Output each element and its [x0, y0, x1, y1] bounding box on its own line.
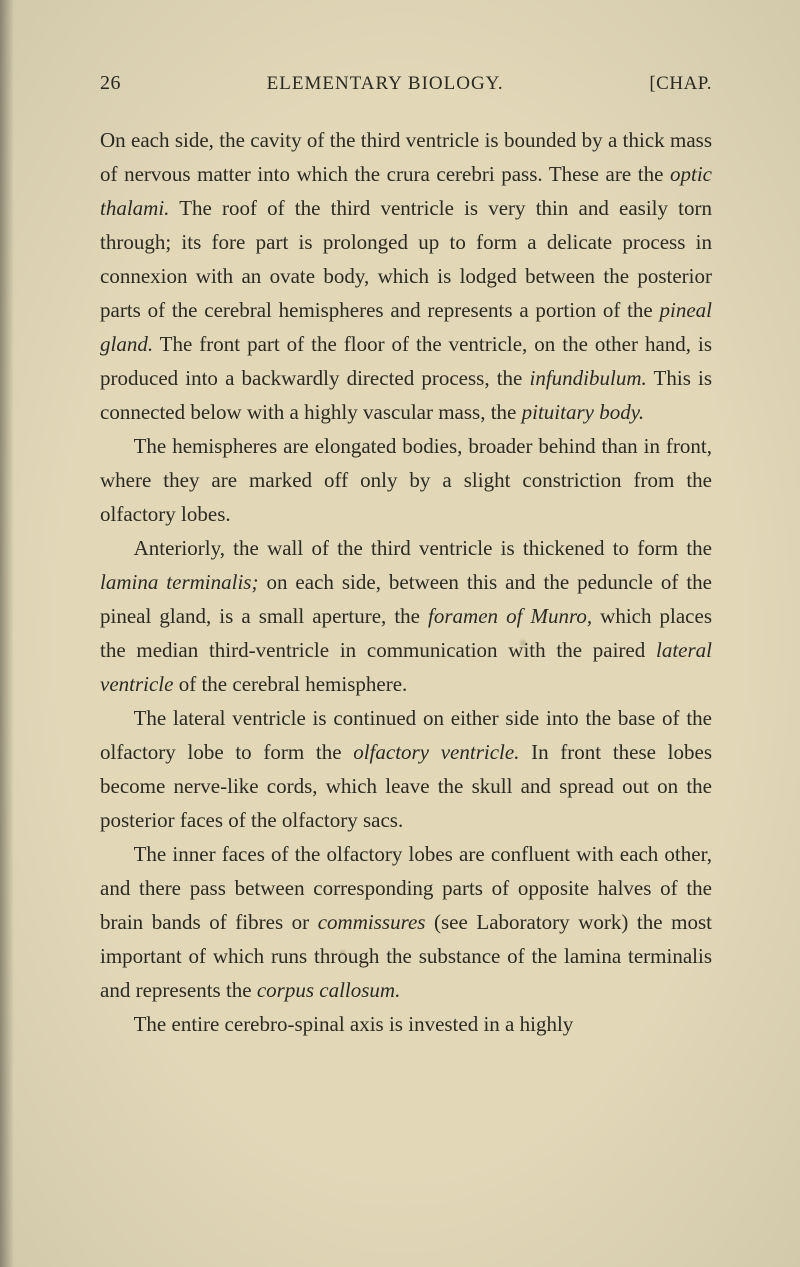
paragraph: Anteriorly, the wall of the third ventri… [100, 531, 712, 701]
paragraph: The inner faces of the olfactory lobes a… [100, 837, 712, 1007]
italic-text: infundibulum. [530, 366, 647, 390]
paragraph: The entire cerebro-spinal axis is invest… [100, 1007, 712, 1041]
paragraph: The lateral ventricle is continued on ei… [100, 701, 712, 837]
paper-spot [520, 640, 526, 646]
text-run: The roof of the third ventricle is very … [100, 196, 712, 322]
text-run: Anteriorly, the wall of the third ventri… [134, 536, 712, 560]
italic-text: olfactory ventricle. [353, 740, 519, 764]
paragraph: On each side, the cavity of the third ve… [100, 123, 712, 429]
italic-text: commissures [318, 910, 426, 934]
text-run: On each side, the cavity of the third ve… [100, 128, 712, 186]
paragraph: The hemispheres are elongated bodies, br… [100, 429, 712, 531]
paper-spot [340, 950, 345, 955]
text-run: The entire cerebro-spinal axis is invest… [134, 1012, 574, 1036]
italic-text: foramen of Munro, [428, 604, 592, 628]
chapter-label: [CHAP. [649, 73, 712, 95]
page-header: 26 ELEMENTARY BIOLOGY. [CHAP. [100, 72, 712, 95]
running-title: ELEMENTARY BIOLOGY. [267, 73, 504, 95]
italic-text: lamina terminalis; [100, 570, 258, 594]
italic-text: pituitary body. [522, 400, 645, 424]
body-text: On each side, the cavity of the third ve… [100, 123, 712, 1041]
text-run: The hemispheres are elongated bodies, br… [100, 434, 712, 526]
book-page: 26 ELEMENTARY BIOLOGY. [CHAP. On each si… [0, 0, 800, 1267]
text-run: of the cerebral hemisphere. [173, 672, 407, 696]
page-number: 26 [100, 72, 121, 95]
italic-text: corpus callosum. [257, 978, 401, 1002]
